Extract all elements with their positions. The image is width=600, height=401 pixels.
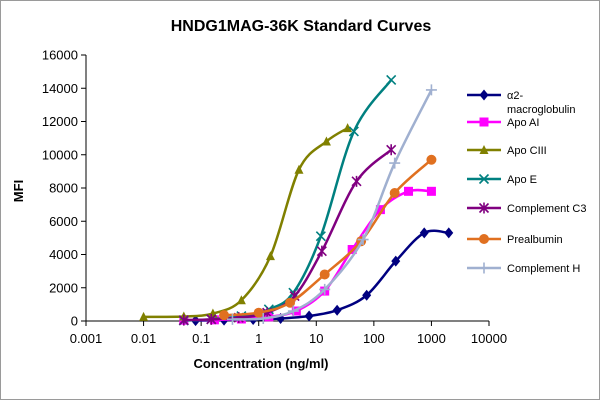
legend-item: Apo E — [467, 173, 537, 186]
y-axis-label: MFI — [11, 180, 26, 202]
y-axis-ticks: 0 2000 4000 6000 8000 10000 12000 14000 16000 — [42, 48, 86, 329]
series-apo-ciii — [139, 123, 353, 321]
data-point — [444, 227, 454, 239]
legend-label: Complement H — [507, 263, 580, 275]
y-tick-label: 14000 — [42, 81, 78, 96]
legend-item: Apo CIII — [467, 145, 547, 157]
x-tick-label: 10 — [309, 331, 323, 346]
data-point — [375, 205, 385, 215]
data-point — [351, 175, 362, 187]
data-point — [479, 117, 489, 127]
x-tick-label: 10000 — [471, 331, 507, 346]
y-tick-label: 16000 — [42, 48, 78, 63]
series-complement-h — [226, 84, 437, 325]
data-point — [226, 313, 238, 325]
data-point — [425, 84, 437, 96]
data-point — [478, 202, 490, 214]
y-tick-label: 6000 — [49, 214, 78, 229]
x-axis-ticks: 0.001 0.01 0.1 1 10 100 1000 10000 — [70, 321, 507, 346]
legend-item: Complement H — [467, 262, 580, 275]
y-tick-label: 4000 — [49, 247, 78, 262]
series-prealbumin — [219, 154, 437, 321]
data-point — [319, 269, 330, 280]
data-point — [479, 234, 489, 244]
data-point — [389, 157, 401, 169]
data-point — [478, 173, 490, 185]
x-tick-label: 1000 — [417, 331, 446, 346]
legend-label: Apo E — [507, 174, 537, 186]
data-point — [265, 251, 275, 261]
data-point — [178, 314, 189, 326]
x-tick-label: 100 — [363, 331, 385, 346]
data-point — [285, 297, 296, 308]
x-tick-label: 0.001 — [70, 331, 103, 346]
x-tick-label: 0.01 — [131, 331, 156, 346]
y-tick-label: 2000 — [49, 280, 78, 295]
y-tick-label: 12000 — [42, 114, 78, 129]
data-point — [404, 186, 414, 196]
data-point — [294, 164, 304, 174]
x-axis-label: Concentration (ng/ml) — [193, 356, 328, 371]
legend-item: Apo AI — [467, 117, 539, 129]
data-point — [316, 245, 327, 257]
legend-label: Complement C3 — [507, 203, 586, 215]
y-tick-label: 0 — [71, 314, 78, 329]
legend-label: Apo AI — [507, 117, 539, 129]
x-tick-label: 1 — [255, 331, 262, 346]
legend-label: Apo CIII — [507, 145, 547, 157]
legend-item: Prealbumin — [467, 234, 563, 246]
series-line — [143, 127, 349, 319]
data-point — [386, 74, 397, 86]
data-point — [426, 154, 437, 165]
data-point — [332, 304, 342, 316]
legend-item: α2- macroglobulin — [467, 89, 575, 116]
data-point — [321, 136, 331, 146]
legend-item: Complement C3 — [467, 202, 586, 215]
legend-label: α2- — [507, 90, 523, 102]
data-point — [478, 262, 490, 274]
data-point — [419, 227, 429, 239]
series-line — [183, 188, 432, 322]
legend-label: Prealbumin — [507, 234, 563, 246]
data-point — [206, 313, 217, 325]
y-tick-label: 10000 — [42, 147, 78, 162]
data-point — [139, 311, 149, 321]
data-point — [357, 234, 369, 246]
chart-title: HNDG1MAG-36K Standard Curves — [171, 18, 432, 35]
x-tick-label: 0.1 — [192, 331, 210, 346]
data-point — [426, 186, 436, 196]
data-point — [253, 307, 264, 318]
data-point — [287, 305, 299, 317]
data-point — [315, 231, 326, 242]
data-point — [319, 283, 331, 295]
series-line — [183, 148, 393, 322]
data-point — [343, 123, 353, 133]
data-point — [362, 289, 372, 301]
data-point — [236, 295, 246, 305]
legend-label: macroglobulin — [507, 104, 575, 116]
data-point — [219, 310, 230, 321]
series-layer — [139, 74, 454, 327]
data-point — [304, 310, 314, 322]
data-point — [386, 144, 397, 156]
y-tick-label: 8000 — [49, 181, 78, 196]
data-point — [391, 255, 401, 267]
data-point — [257, 313, 269, 325]
data-point — [479, 89, 489, 101]
data-point — [348, 126, 359, 137]
data-point — [479, 145, 489, 154]
data-point — [389, 187, 400, 198]
